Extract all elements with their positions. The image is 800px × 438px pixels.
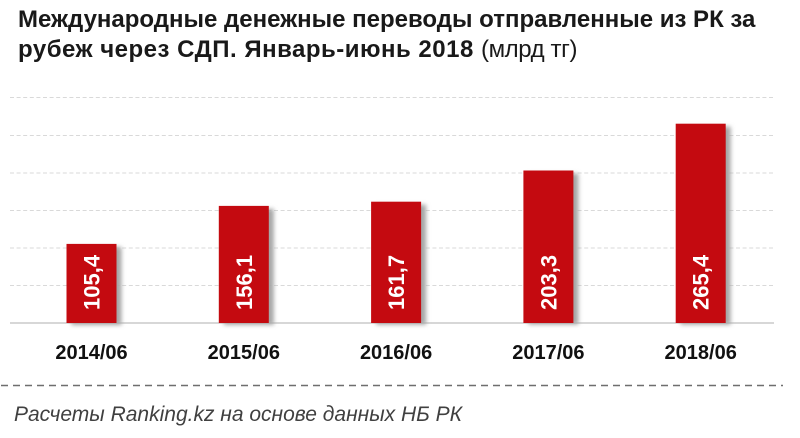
svg-text:2015/06: 2015/06 [208, 342, 280, 364]
svg-text:2016/06: 2016/06 [360, 342, 432, 364]
svg-text:203,3: 203,3 [536, 255, 561, 310]
svg-text:2017/06: 2017/06 [512, 342, 584, 364]
svg-text:2018/06: 2018/06 [665, 342, 737, 364]
svg-text:2014/06: 2014/06 [55, 342, 127, 364]
svg-text:105,4: 105,4 [80, 254, 105, 310]
svg-text:156,1: 156,1 [232, 255, 257, 310]
svg-text:265,4: 265,4 [689, 254, 714, 310]
svg-text:161,7: 161,7 [384, 255, 409, 310]
